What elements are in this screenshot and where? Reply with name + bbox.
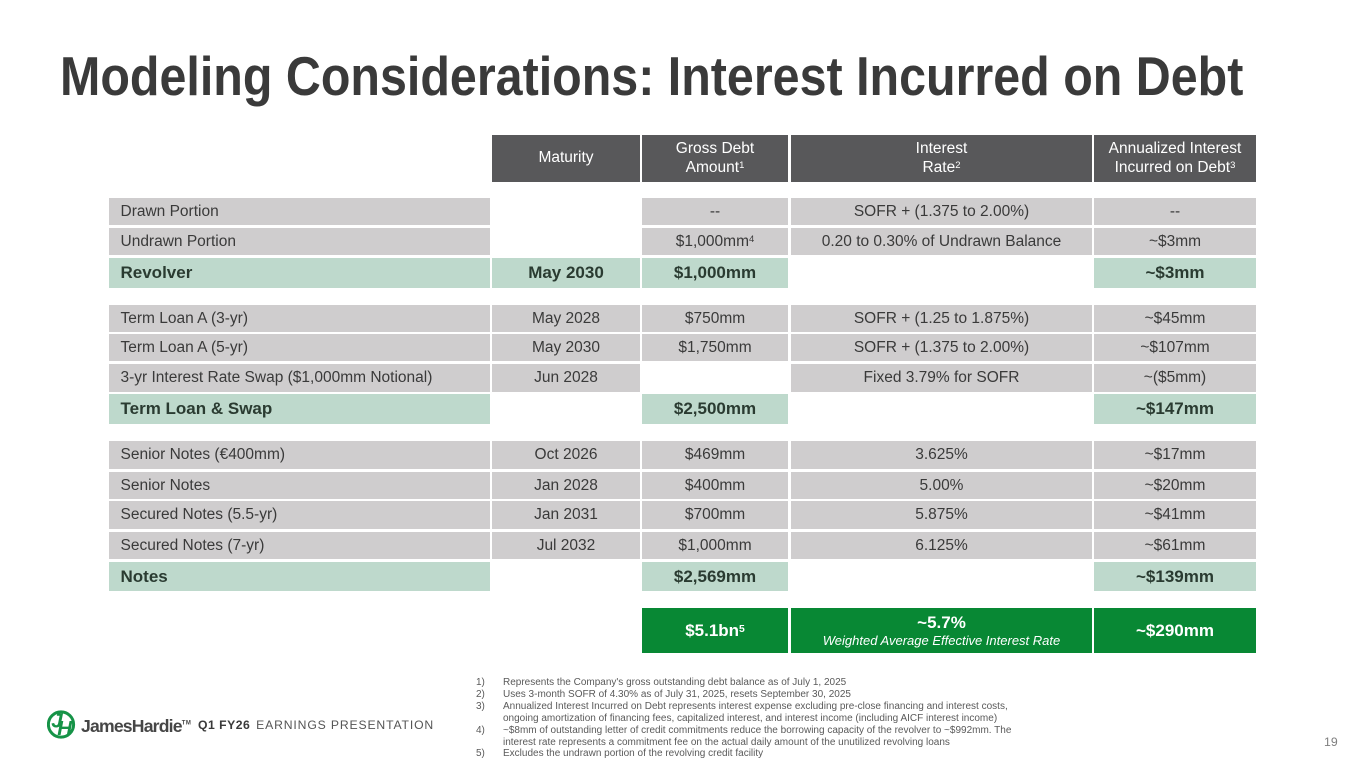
svg-text:J: J [51,709,63,732]
svg-text:H: H [57,717,73,740]
